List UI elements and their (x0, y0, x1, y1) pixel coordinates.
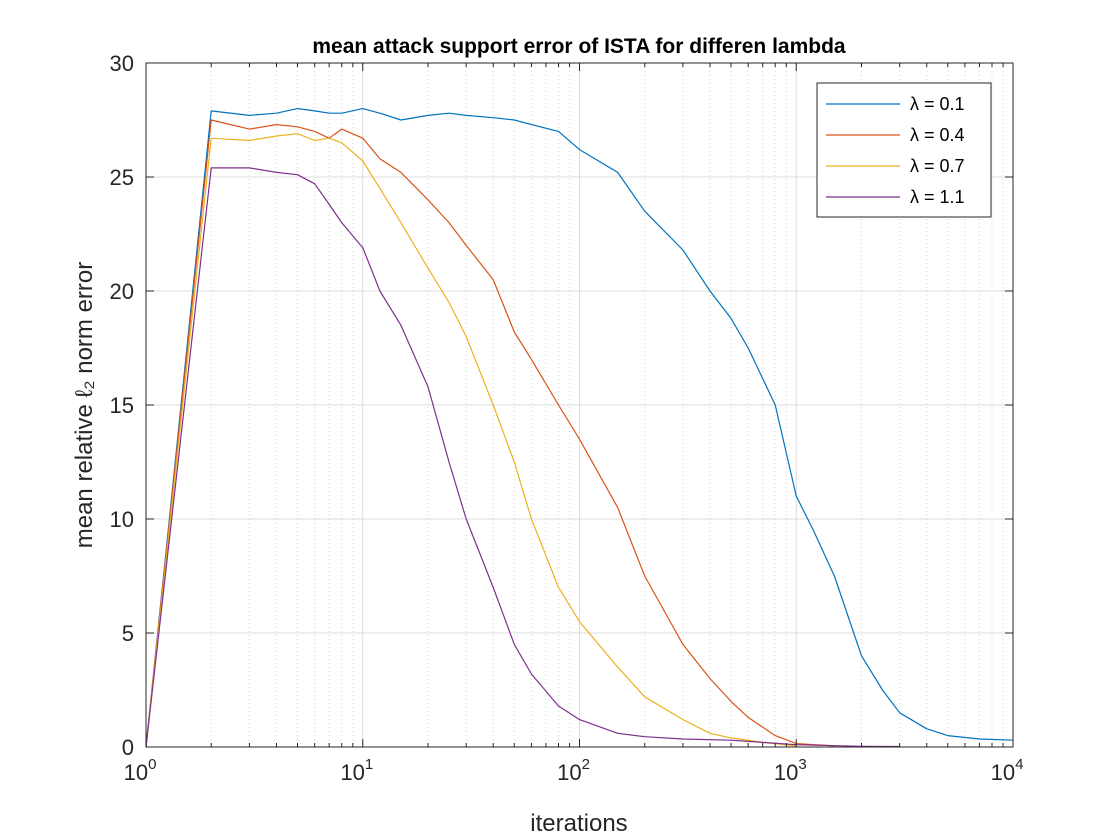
series-line (145, 119, 835, 748)
y-tick-label: 15 (110, 393, 134, 418)
x-axis-label: iterations (530, 810, 627, 837)
x-tick-exponent: 3 (798, 756, 806, 773)
legend-label: λ = 1.1 (910, 187, 965, 207)
x-tick-label: 103 (774, 756, 807, 785)
x-tick-exponent: 2 (582, 756, 590, 773)
y-tick-label: 5 (122, 621, 134, 646)
legend-label: λ = 0.1 (910, 94, 965, 114)
legend-box (816, 82, 992, 218)
legend-label: λ = 0.4 (910, 125, 965, 145)
series-line (145, 167, 900, 748)
x-tick-label: 100 (124, 756, 157, 785)
chart-title: mean attack support error of ISTA for di… (312, 35, 846, 58)
y-tick-label: 20 (110, 279, 134, 304)
series-lines (145, 107, 1014, 748)
x-tick-label: 104 (991, 756, 1024, 785)
y-tick-label: 25 (110, 165, 134, 190)
legend-label: λ = 0.7 (910, 156, 965, 176)
y-tick-label: 0 (122, 735, 134, 760)
x-tick-label: 101 (340, 756, 373, 785)
x-tick-exponent: 4 (1015, 756, 1023, 773)
y-tick-label: 10 (110, 507, 134, 532)
legend: λ = 0.1 λ = 0.4 λ = 0.7 λ = 1.1 (816, 82, 992, 218)
x-tick-exponent: 0 (148, 756, 156, 773)
y-axis-label: mean relative ℓ₂ norm error (71, 262, 98, 549)
x-tick-exponent: 1 (365, 756, 373, 773)
x-tick-label: 102 (557, 756, 590, 785)
series-line (145, 133, 797, 748)
series-line (145, 107, 1014, 748)
y-tick-label: 30 (110, 51, 134, 76)
